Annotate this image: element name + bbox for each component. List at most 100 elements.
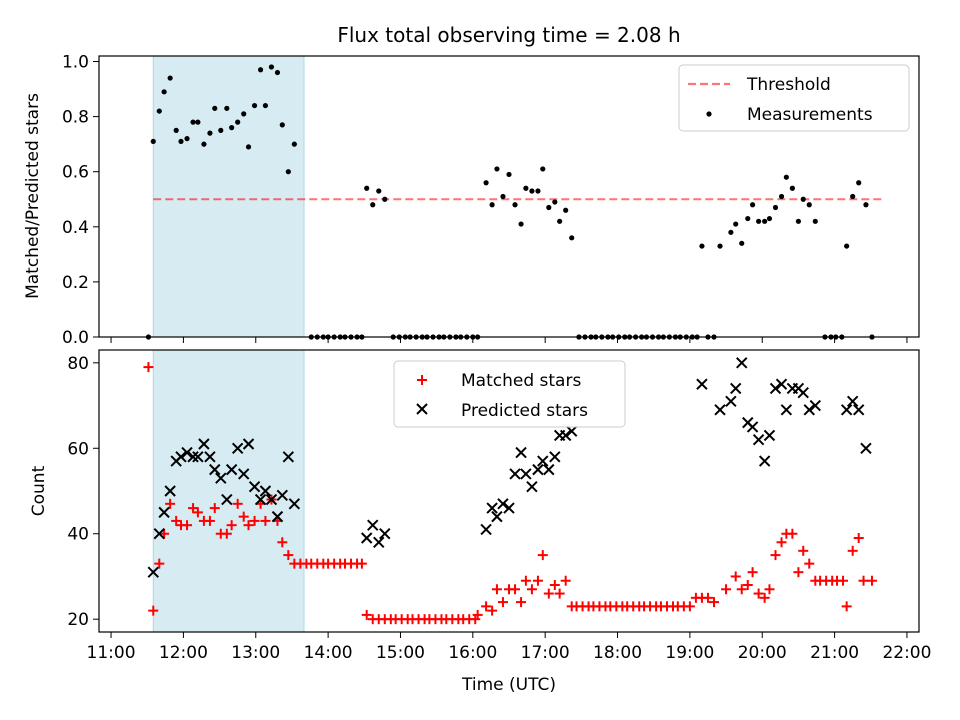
predicted-star-marker bbox=[282, 451, 295, 463]
matched-star-marker bbox=[684, 601, 695, 612]
matched-star-marker bbox=[491, 584, 502, 595]
matched-star-marker bbox=[770, 550, 781, 561]
predicted-star-marker bbox=[379, 528, 391, 540]
measurement-point bbox=[376, 188, 382, 194]
matched-star-marker bbox=[560, 575, 571, 586]
measurement-point bbox=[546, 204, 552, 211]
observing-window-band bbox=[152, 349, 305, 633]
predicted-star-marker bbox=[288, 498, 301, 510]
measurement-point bbox=[728, 229, 734, 235]
predicted-star-marker bbox=[248, 481, 261, 493]
predicted-marker-b bbox=[231, 442, 244, 454]
ratio-plot-frame bbox=[98, 55, 920, 338]
predicted-marker-b bbox=[486, 502, 498, 514]
count-y-axis-ticks: 20 40 60 80 bbox=[67, 354, 99, 630]
predicted-star-marker bbox=[803, 404, 815, 416]
ratio-y-axis-label: Matched/Predicted stars bbox=[23, 93, 43, 299]
measurement-point bbox=[733, 221, 739, 227]
predicted-star-marker bbox=[736, 357, 748, 369]
measurement-point bbox=[749, 202, 756, 208]
measurement-point bbox=[229, 125, 235, 131]
measurement-point bbox=[540, 166, 546, 172]
predicted-star-marker bbox=[725, 395, 737, 407]
legend-predicted-swatch bbox=[416, 403, 428, 415]
measurement-point bbox=[483, 180, 489, 186]
predicted-star-marker bbox=[198, 438, 210, 450]
x-tick-label: 20:00 bbox=[738, 643, 787, 663]
predicted-marker-b bbox=[198, 438, 210, 450]
matched-star-marker bbox=[481, 601, 492, 612]
measurement-point bbox=[783, 174, 789, 180]
matched-star-marker bbox=[787, 528, 798, 539]
matched-star-marker bbox=[526, 584, 537, 595]
predicted-star-marker bbox=[714, 404, 726, 416]
count-x-axis-ticks: 11:00 12:00 13:00 14:00 15:00 16:00 17:00 18:00… bbox=[87, 632, 931, 663]
predicted-star-marker bbox=[797, 387, 809, 399]
matched-star-marker bbox=[243, 520, 254, 531]
predicted-star-marker bbox=[486, 502, 498, 514]
legend-matched-label: Matched stars bbox=[461, 371, 581, 391]
matched-star-marker bbox=[209, 503, 220, 514]
predicted-star-marker bbox=[520, 468, 532, 480]
predicted-star-marker bbox=[752, 434, 765, 446]
predicted-star-marker bbox=[147, 566, 159, 578]
y-tick-label: 0.2 bbox=[62, 273, 89, 293]
x-tick-label: 18:00 bbox=[593, 643, 642, 663]
matched-star-marker bbox=[192, 507, 203, 518]
predicted-marker-b bbox=[543, 463, 555, 476]
predicted-marker-b bbox=[373, 536, 385, 548]
predicted-marker-b bbox=[780, 404, 793, 416]
predicted-marker-b bbox=[158, 506, 170, 519]
predicted-star-marker bbox=[537, 455, 549, 467]
predicted-star-marker bbox=[158, 506, 170, 519]
matched-star-marker bbox=[702, 592, 713, 603]
predicted-marker-b bbox=[852, 404, 865, 416]
predicted-marker-b bbox=[497, 498, 509, 510]
predicted-star-marker bbox=[846, 395, 859, 407]
count-y-axis-label: Count bbox=[29, 465, 49, 516]
predicted-star-marker bbox=[259, 485, 272, 497]
measurement-point bbox=[167, 75, 173, 81]
matched-star-marker bbox=[232, 498, 243, 509]
predicted-marker-b bbox=[537, 455, 549, 467]
matched-star-marker bbox=[543, 588, 554, 599]
matched-star-marker bbox=[487, 605, 498, 616]
predicted-marker-b bbox=[204, 451, 216, 463]
measurement-point bbox=[795, 218, 802, 224]
predicted-star-marker bbox=[276, 489, 289, 501]
measurement-point bbox=[150, 138, 156, 145]
ratio-measurement-points bbox=[145, 64, 875, 340]
predicted-stars-points bbox=[147, 357, 872, 578]
measurement-point bbox=[806, 202, 812, 208]
measurement-point bbox=[756, 218, 762, 224]
measurement-point bbox=[241, 111, 247, 117]
predicted-star-marker bbox=[215, 472, 227, 484]
predicted-marker-b bbox=[559, 429, 572, 442]
matched-star-marker bbox=[497, 597, 508, 608]
matched-star-marker bbox=[520, 575, 531, 586]
x-tick-label: 12:00 bbox=[159, 643, 208, 663]
predicted-marker-b bbox=[265, 493, 278, 506]
measurement-point bbox=[766, 215, 773, 222]
matched-star-marker bbox=[747, 567, 758, 578]
matched-star-marker bbox=[853, 533, 864, 543]
matched-star-marker bbox=[736, 584, 747, 595]
matched-star-marker bbox=[472, 609, 483, 620]
predicted-star-marker bbox=[271, 510, 284, 523]
matched-star-marker bbox=[516, 597, 527, 608]
measurement-point bbox=[739, 240, 745, 246]
matched-star-marker bbox=[554, 588, 565, 599]
x-tick-label: 11:00 bbox=[87, 643, 136, 663]
predicted-star-marker bbox=[775, 378, 788, 390]
x-tick-label: 14:00 bbox=[304, 643, 353, 663]
predicted-star-marker bbox=[746, 421, 759, 433]
predicted-marker-b bbox=[367, 519, 379, 531]
predicted-star-marker bbox=[503, 502, 515, 514]
measurement-point bbox=[285, 169, 291, 175]
measurement-point bbox=[762, 218, 768, 224]
measurement-point bbox=[195, 119, 201, 125]
measurement-point bbox=[291, 141, 297, 147]
measurement-point bbox=[235, 119, 241, 125]
predicted-star-marker bbox=[696, 378, 708, 390]
matched-star-marker bbox=[838, 575, 849, 586]
